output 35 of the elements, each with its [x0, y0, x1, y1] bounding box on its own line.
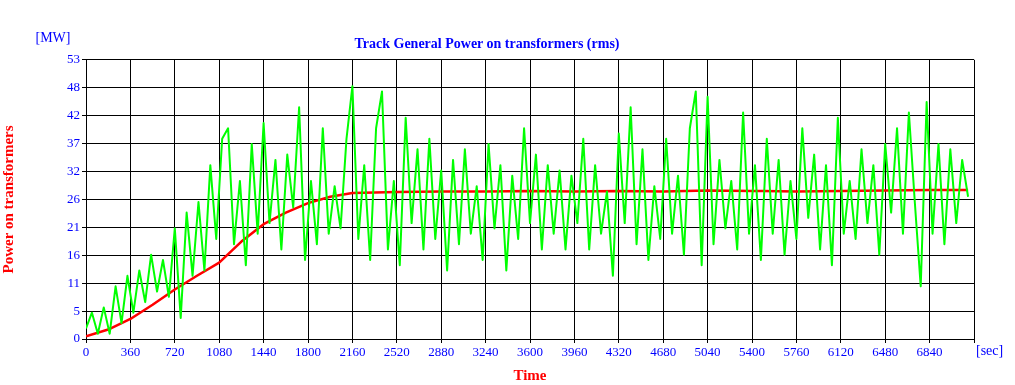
text: [MW]	[35, 30, 71, 46]
chart-title: Track General Power on transformers (rms)	[354, 36, 620, 53]
y-tick-label: 42	[67, 107, 80, 123]
x-tick-label: 3960	[561, 344, 588, 360]
y-tick-label: 37	[67, 134, 81, 150]
x-tick-label: 6840	[916, 344, 943, 360]
y-tick-label: 11	[67, 274, 80, 290]
x-tick-label: 5400	[739, 344, 765, 360]
x-tick-label: 2880	[428, 344, 455, 360]
y-tick-label: 0	[73, 330, 80, 346]
x-tick-label: 1440	[250, 344, 277, 360]
x-tick-label: 3240	[472, 344, 499, 360]
x-tick-label: 6480	[872, 344, 899, 360]
x-tick-label: 2520	[383, 344, 410, 360]
y-tick-label: 16	[67, 246, 81, 262]
x-tick-label: 3600	[517, 344, 543, 360]
y-tick-label: 53	[67, 51, 80, 67]
y-tick-label: 21	[67, 218, 80, 234]
x-tick-label: 720	[165, 344, 185, 360]
x-tick-label: 1800	[295, 344, 321, 360]
x-tick-label: 2160	[339, 344, 366, 360]
x-tick-label: 4680	[650, 344, 677, 360]
y-axis-title: Power on transformers	[0, 125, 16, 274]
y-tick-label: 32	[67, 162, 80, 178]
x-tick-label: 5760	[783, 344, 810, 360]
x-tick-label: 4320	[605, 344, 632, 360]
x-axis-title: Time	[513, 366, 547, 383]
x-tick-label: 1080	[206, 344, 233, 360]
y-tick-label: 26	[67, 190, 81, 206]
y-tick-label: 5	[73, 302, 80, 318]
x-tick-label: 5040	[694, 344, 721, 360]
x-tick-label: 360	[120, 344, 141, 360]
text: [sec]	[976, 342, 1004, 358]
y-tick-label: 48	[67, 79, 80, 95]
x-tick-label: 6120	[827, 344, 854, 360]
